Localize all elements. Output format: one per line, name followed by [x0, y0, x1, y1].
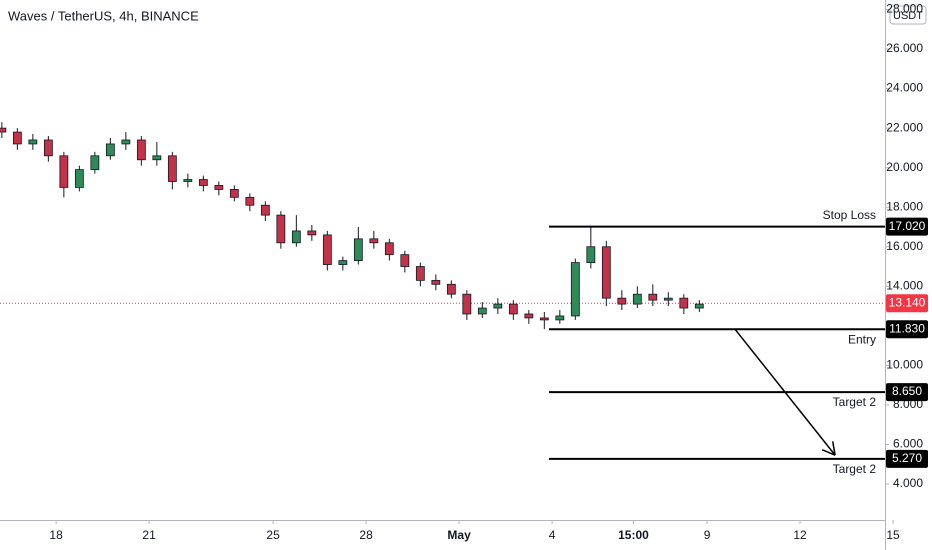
candle-body — [43, 139, 53, 157]
candle-body — [493, 303, 503, 309]
candle-body — [245, 196, 255, 206]
candle-body — [198, 179, 208, 186]
y-tick-label: 4.000 — [893, 476, 923, 490]
level-name: Target 2 — [833, 462, 877, 476]
candle-body — [384, 242, 394, 256]
x-tick-label: 9 — [704, 528, 711, 542]
x-tick-label: 4 — [549, 528, 556, 542]
candle-body — [338, 260, 348, 265]
current-price-label: 13.140 — [889, 295, 926, 309]
level-price-box — [886, 217, 928, 236]
candle-body — [152, 155, 162, 161]
currency-label: USDT — [893, 10, 923, 22]
y-tick-label: 16.000 — [886, 239, 923, 253]
candle-body — [663, 297, 673, 301]
candle-body — [586, 246, 596, 263]
current-price-box — [886, 294, 928, 313]
candle-body — [524, 313, 534, 319]
level-name: Target 2 — [833, 395, 877, 409]
level-price-box — [886, 320, 928, 339]
arrow-head — [831, 441, 836, 456]
x-tick-label: 12 — [793, 528, 807, 542]
candle-body — [601, 246, 611, 299]
x-tick-label: 15:00 — [618, 528, 649, 542]
candle-body — [28, 139, 38, 145]
candle-body — [477, 307, 487, 315]
candle-body — [694, 303, 704, 309]
candle-body — [12, 131, 22, 145]
candle-body — [276, 214, 286, 244]
y-tick-label: 24.000 — [886, 81, 923, 95]
candle-body — [679, 297, 689, 309]
candle-body — [322, 234, 332, 265]
candle-body — [539, 317, 549, 321]
candle-body — [214, 185, 224, 190]
candle-body — [307, 230, 317, 236]
y-tick-label: 20.000 — [886, 160, 923, 174]
candle-body — [90, 155, 100, 171]
chart-title: Waves / TetherUS, 4h, BINANCE — [8, 8, 199, 23]
candle-body — [121, 139, 131, 145]
candle-body — [353, 238, 363, 261]
y-tick-label: 14.000 — [886, 278, 923, 292]
level-price-label: 8.650 — [892, 384, 922, 398]
currency-box[interactable] — [889, 5, 927, 25]
candle-body — [555, 315, 565, 321]
candle-body — [415, 266, 425, 281]
candle-body — [632, 293, 642, 305]
candle-body — [183, 179, 193, 182]
level-name: Entry — [848, 332, 876, 346]
candle-body — [400, 254, 410, 267]
x-tick-label: 15 — [886, 528, 900, 542]
candle-body — [0, 127, 7, 133]
y-tick-label: 22.000 — [886, 120, 923, 134]
arrow-head — [821, 449, 836, 456]
y-tick-label: 26.000 — [886, 41, 923, 55]
x-tick-label: 18 — [49, 528, 63, 542]
level-price-label: 5.270 — [892, 451, 922, 465]
candle-body — [74, 169, 84, 188]
y-tick-label: 10.000 — [886, 358, 923, 372]
candle-body — [136, 139, 146, 161]
candle-body — [570, 262, 580, 317]
x-tick-label: 28 — [359, 528, 373, 542]
x-tick-label: 21 — [142, 528, 156, 542]
x-tick-label: 25 — [266, 528, 280, 542]
candle-body — [446, 283, 456, 295]
y-tick-label: 18.000 — [886, 199, 923, 213]
candle-body — [369, 238, 379, 244]
level-price-box — [886, 383, 928, 402]
candle-body — [167, 155, 177, 182]
candle-body — [648, 293, 658, 301]
candle-body — [617, 297, 627, 305]
arrow-shaft — [734, 328, 836, 456]
y-tick-label: 28.000 — [886, 2, 923, 16]
candle-body — [508, 303, 518, 315]
candle-body — [291, 230, 301, 244]
level-price-label: 11.830 — [889, 321, 925, 335]
candle-body — [59, 155, 69, 188]
level-name: Stop Loss — [823, 208, 876, 222]
candle-body — [431, 279, 441, 285]
candle-body — [229, 189, 239, 198]
level-price-label: 17.020 — [889, 219, 926, 233]
x-tick-label: May — [447, 528, 471, 542]
candle-body — [260, 204, 270, 216]
level-price-box — [886, 449, 928, 468]
candle-body — [462, 293, 472, 315]
candle-body — [105, 143, 115, 157]
y-tick-label: 6.000 — [893, 437, 923, 451]
